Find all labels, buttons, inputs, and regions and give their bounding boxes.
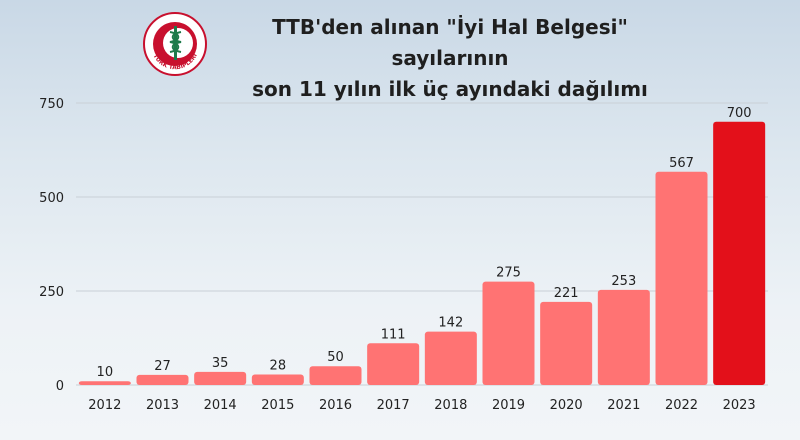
bar (424, 331, 477, 385)
x-tick-label: 2015 (261, 398, 294, 413)
x-tick-label: 2016 (319, 398, 352, 413)
data-label: 35 (212, 356, 229, 371)
data-label: 111 (381, 327, 406, 342)
x-tick-label: 2020 (550, 398, 583, 413)
x-tick-label: 2022 (665, 398, 698, 413)
y-tick-label: 0 (56, 379, 64, 394)
ttb-logo-emblem: TÜRK TABİPLERİ BİRLİĞİ (141, 7, 207, 76)
bar (597, 289, 650, 385)
bar (194, 371, 247, 385)
data-label: 142 (438, 316, 463, 331)
bar (540, 301, 593, 385)
x-tick-label: 2021 (607, 398, 640, 413)
ttb-logo: TÜRK TABİPLERİ BİRLİĞİ (141, 7, 207, 76)
data-label: 10 (97, 365, 114, 380)
bar (367, 343, 420, 385)
y-tick-label: 750 (39, 97, 64, 112)
x-tick-label: 2023 (723, 398, 756, 413)
data-label: 221 (554, 286, 579, 301)
x-tick-label: 2018 (434, 398, 467, 413)
data-label: 700 (727, 106, 752, 121)
bar (309, 366, 362, 385)
bar (78, 381, 131, 385)
chart-title-line2: son 11 yılın ilk üç ayındaki dağılımı (252, 77, 648, 101)
bar (251, 374, 304, 385)
y-tick-label: 250 (39, 285, 64, 300)
x-tick-label: 2019 (492, 398, 525, 413)
x-tick-label: 2013 (146, 398, 179, 413)
data-label: 253 (611, 274, 636, 289)
x-tick-label: 2017 (377, 398, 410, 413)
data-label: 275 (496, 266, 521, 281)
data-label: 28 (270, 358, 287, 373)
data-label: 27 (154, 359, 171, 374)
chart-title: TTB'den alınan "İyi Hal Belgesi" sayılar… (215, 12, 685, 105)
data-label: 567 (669, 156, 694, 171)
data-label: 50 (327, 350, 344, 365)
x-tick-label: 2012 (88, 398, 121, 413)
chart-title-line1: TTB'den alınan "İyi Hal Belgesi" sayılar… (272, 15, 628, 70)
bar (655, 171, 708, 385)
bar (713, 121, 766, 386)
bar (136, 374, 189, 385)
x-tick-label: 2014 (204, 398, 237, 413)
y-tick-label: 500 (39, 191, 64, 206)
bar (482, 281, 535, 385)
